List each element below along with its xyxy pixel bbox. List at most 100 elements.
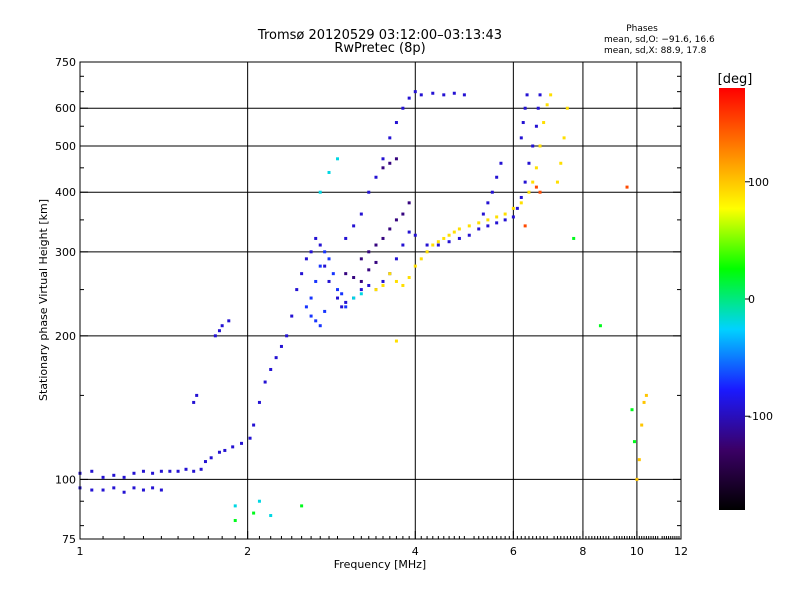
data-point <box>559 161 563 165</box>
data-point <box>527 190 531 194</box>
data-point <box>344 272 348 276</box>
data-point <box>635 477 639 481</box>
data-point <box>413 264 417 268</box>
data-point <box>442 93 446 97</box>
data-point <box>352 276 356 280</box>
phases-o-stat: mean, sd,O: −91.6, 16.6 <box>604 35 715 45</box>
data-point <box>168 469 172 473</box>
data-point <box>401 212 405 216</box>
data-point <box>431 91 435 95</box>
y-axis-ticks: 75 100 200 300 400 500 600 750 <box>55 56 681 546</box>
data-point <box>367 250 371 254</box>
phases-heading: Phases <box>626 24 658 34</box>
data-point <box>318 264 322 268</box>
data-point <box>300 504 304 508</box>
x-tick-label: 8 <box>579 545 586 558</box>
plot-frame <box>79 61 682 540</box>
data-point <box>644 393 648 397</box>
data-point <box>523 106 527 110</box>
data-point <box>637 458 641 462</box>
data-point <box>233 504 237 508</box>
data-point <box>101 488 105 492</box>
data-point <box>534 166 538 170</box>
data-point <box>132 471 136 475</box>
data-point <box>442 236 446 240</box>
data-point <box>336 296 340 300</box>
data-point <box>425 243 429 247</box>
data-point <box>531 180 535 184</box>
data-point <box>381 236 385 240</box>
data-points <box>78 90 648 523</box>
data-point <box>413 233 417 237</box>
data-point <box>257 400 261 404</box>
data-point <box>407 201 411 205</box>
data-point <box>227 319 231 323</box>
data-point <box>367 283 371 287</box>
data-point <box>525 93 529 97</box>
data-point <box>90 469 94 473</box>
data-point <box>344 305 348 309</box>
data-point <box>327 279 331 283</box>
data-point <box>381 166 385 170</box>
data-point <box>340 292 344 296</box>
data-point <box>538 190 542 194</box>
phases-x-stat: mean, sd,X: 88.9, 17.8 <box>604 46 707 56</box>
colorbar-ticks: 100 0 -100 <box>745 176 773 423</box>
data-point <box>101 475 105 479</box>
data-point <box>374 175 378 179</box>
data-point <box>223 448 227 452</box>
y-tick-label: 600 <box>55 102 76 115</box>
data-point <box>462 93 466 97</box>
data-point <box>90 488 94 492</box>
data-point <box>640 423 644 427</box>
data-point <box>374 288 378 292</box>
data-point <box>263 380 267 384</box>
data-point <box>425 250 429 254</box>
data-point <box>394 218 398 222</box>
chart-title: Tromsø 20120529 03:12:00–03:13:43 <box>257 28 502 43</box>
data-point <box>562 136 566 140</box>
data-point <box>401 243 405 247</box>
data-point <box>519 195 523 199</box>
data-point <box>314 279 318 283</box>
data-point <box>367 190 371 194</box>
data-point <box>486 224 490 228</box>
data-point <box>336 157 340 161</box>
data-point <box>323 250 327 254</box>
x-axis-label: Frequency [MHz] <box>334 558 426 571</box>
data-point <box>538 144 542 148</box>
data-point <box>132 486 136 490</box>
data-point <box>394 279 398 283</box>
data-point <box>534 124 538 128</box>
data-point <box>374 260 378 264</box>
data-point <box>352 224 356 228</box>
data-point <box>359 279 363 283</box>
data-point <box>274 356 278 360</box>
x-tick-label: 6 <box>510 545 517 558</box>
data-point <box>233 519 237 523</box>
y-tick-label: 400 <box>55 186 76 199</box>
data-point <box>112 473 116 477</box>
y-tick-label: 750 <box>55 56 76 69</box>
data-point <box>394 339 398 343</box>
data-point <box>534 185 538 189</box>
data-point <box>285 334 289 338</box>
data-point <box>486 201 490 205</box>
data-point <box>112 486 116 490</box>
data-point <box>503 212 507 216</box>
data-point <box>269 514 273 518</box>
data-point <box>323 309 327 313</box>
data-point <box>486 218 490 222</box>
data-point <box>545 103 549 107</box>
data-point <box>419 93 423 97</box>
data-point <box>151 471 155 475</box>
data-point <box>388 227 392 231</box>
data-point <box>203 460 207 464</box>
data-point <box>359 292 363 296</box>
data-point <box>279 344 283 348</box>
data-point <box>192 469 196 473</box>
data-point <box>159 469 163 473</box>
data-point <box>447 233 451 237</box>
